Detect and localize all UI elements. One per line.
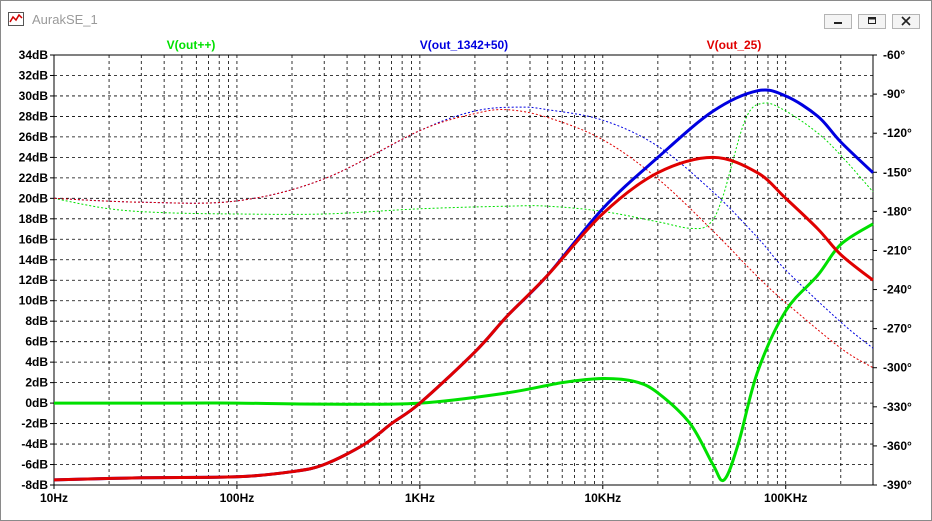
y-right-tick-label: -360° [883,439,912,453]
y-left-tick-label: 32dB [19,68,49,82]
waveform-app-icon [8,12,24,26]
minimize-icon [834,22,842,24]
x-tick-label: 100Hz [220,491,255,505]
y-left-tick-label: 6dB [25,335,48,349]
y-left-tick-label: 0dB [25,396,48,410]
y-left-tick-label: 4dB [25,355,48,369]
y-right-tick-label: -60° [883,48,905,62]
y-right-tick-label: -210° [883,243,912,257]
legend-out-1342-50[interactable]: V(out_1342+50) [420,38,508,52]
y-right-tick-label: -270° [883,322,912,336]
minimize-button[interactable] [824,14,852,29]
y-left-tick-label: 26dB [19,130,49,144]
y-left-tick-label: -4dB [21,437,48,451]
x-tick-label: 10KHz [584,491,621,505]
y-right-tick-label: -150° [883,165,912,179]
y-left-tick-label: 16dB [19,232,49,246]
y-left-tick-label: 14dB [19,253,49,267]
y-left-tick-label: 28dB [19,109,49,123]
y-right-tick-label: -90° [883,87,905,101]
y-right-tick-label: -390° [883,478,912,492]
y-left-tick-label: 24dB [19,150,49,164]
legend-out-25[interactable]: V(out_25) [707,38,762,52]
plot-pane[interactable]: 34dB 32dB 30dB 28dB 26dB 24dB 22dB 20dB 18dB 16dB… [1,37,931,520]
y-right-tick-label: -240° [883,283,912,297]
y-right-tick-label: -300° [883,361,912,375]
y-left-tick-label: 30dB [19,89,49,103]
y-left-tick-label: 2dB [25,376,48,390]
x-tick-label: 100KHz [764,491,807,505]
y-right-tick-label: -120° [883,126,912,140]
series-out-pp-phase-line [53,102,874,230]
x-tick-label: 10Hz [40,491,68,505]
restore-icon [868,17,876,24]
close-icon [901,16,911,26]
y-left-tick-label: 34dB [19,48,49,62]
y-left-tick-label: 10dB [19,294,49,308]
legend-out-pp[interactable]: V(out++) [167,38,216,52]
y-left-tick-label: -2dB [21,417,48,431]
y-left-tick-label: -6dB [21,458,48,472]
y-left-tick-label: 18dB [19,212,49,226]
x-tick-label: 1KHz [405,491,435,505]
y-left-tick-label: 12dB [19,273,49,287]
restore-button[interactable] [858,14,886,29]
close-button[interactable] [892,14,920,29]
series-out-pp-magnitude-line [54,222,874,483]
y-right-tick-label: -180° [883,204,912,218]
window-title: AurakSE_1 [32,12,98,27]
y-left-tick-label: -8dB [21,478,48,492]
y-left-tick-label: 22dB [19,171,49,185]
series-out-25-phase-line [53,109,874,369]
y-left-tick-label: 8dB [25,314,48,328]
series-out-25-magnitude-line [53,155,874,482]
plot-frame [53,54,874,486]
y-right-tick-label: -330° [883,400,912,414]
y-left-tick-label: 20dB [19,191,49,205]
title-bar[interactable]: AurakSE_1 [1,1,931,37]
bode-plot[interactable]: 34dB 32dB 30dB 28dB 26dB 24dB 22dB 20dB 18dB 16dB… [1,37,931,520]
